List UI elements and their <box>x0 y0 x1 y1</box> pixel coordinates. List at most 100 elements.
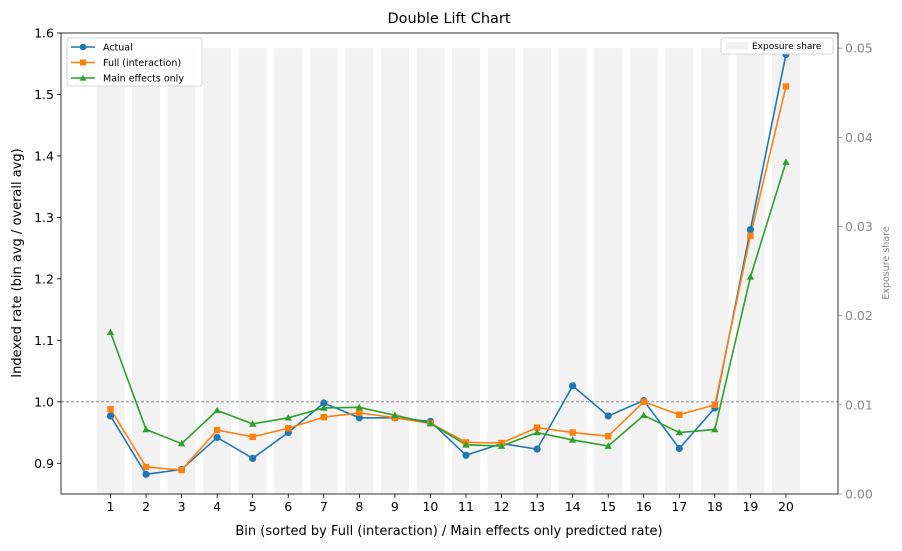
exposure-bar <box>487 48 516 495</box>
y-tick-label: 1.0 <box>34 394 54 409</box>
y2-tick-label: 0.05 <box>845 41 873 56</box>
y2-tick-label: 0.02 <box>845 308 873 323</box>
exposure-bar <box>594 48 623 495</box>
plot-frame <box>60 32 839 495</box>
data-point <box>320 399 328 407</box>
data-point <box>249 454 257 462</box>
data-point <box>142 470 150 478</box>
x-tick-label: 1 <box>107 499 115 514</box>
data-point <box>213 433 221 442</box>
data-point <box>533 445 541 453</box>
x-tick-label: 19 <box>742 499 758 514</box>
exposure-bar <box>558 48 587 495</box>
y-tick-label: 1.4 <box>34 148 54 163</box>
data-point <box>711 425 719 433</box>
data-point <box>640 398 647 405</box>
data-point <box>569 382 577 390</box>
data-point <box>142 463 150 471</box>
data-point <box>106 328 115 336</box>
x-tick-label: 17 <box>671 499 687 514</box>
data-point <box>746 226 755 234</box>
x-tick-label: 8 <box>355 499 363 514</box>
data-point <box>356 409 363 417</box>
y-tick-label: 1.1 <box>34 333 54 348</box>
data-point <box>462 451 470 459</box>
data-point <box>320 404 328 411</box>
legend-frame <box>66 37 203 87</box>
data-point <box>746 273 755 280</box>
x-tick-label: 2 <box>142 499 150 514</box>
legend-label: Actual <box>103 43 133 54</box>
y-axis-label: Indexed rate (bin avg / overall avg) <box>10 148 25 377</box>
data-point <box>569 429 576 436</box>
data-point <box>79 74 87 81</box>
data-point <box>747 232 754 240</box>
data-point <box>142 425 150 433</box>
data-point <box>462 441 470 448</box>
data-point <box>320 413 327 421</box>
data-point <box>533 424 541 431</box>
y2-tick-label: 0.03 <box>845 219 873 234</box>
exposure-bar <box>238 48 267 495</box>
data-point <box>568 436 577 443</box>
exposure-legend: Exposure share <box>720 37 834 55</box>
data-point <box>213 426 221 434</box>
x-tick-label: 12 <box>494 499 510 514</box>
legend-label: Main effects only <box>103 74 184 85</box>
data-point <box>178 466 185 474</box>
data-point <box>249 433 256 441</box>
y-tick-label: 0.9 <box>34 456 54 471</box>
data-point <box>284 414 292 421</box>
y2-tick-label: 0.00 <box>845 487 873 502</box>
x-tick-label: 20 <box>778 499 794 514</box>
x-tick-label: 11 <box>458 499 474 514</box>
data-point <box>80 59 86 66</box>
series-line <box>109 161 787 447</box>
x-tick-label: 4 <box>213 499 221 514</box>
x-tick-label: 5 <box>249 499 257 514</box>
data-point <box>497 442 506 449</box>
y2-axis-ticks: 0.00 0.01 0.02 0.03 0.04 0.05 <box>838 41 873 502</box>
y-axis-ticks: 0.9 1.0 1.1 1.2 1.3 1.4 1.5 1.6 <box>34 26 61 471</box>
exposure-legend-label: Exposure share <box>752 42 822 52</box>
data-point <box>106 412 115 420</box>
data-point <box>782 83 790 90</box>
exposure-legend-swatch <box>726 42 748 50</box>
y-tick-label: 1.3 <box>34 210 54 225</box>
y-tick-label: 1.5 <box>34 87 54 102</box>
data-point <box>213 406 221 414</box>
x-tick-label: 7 <box>320 499 328 514</box>
data-point <box>355 403 364 411</box>
x-tick-label: 15 <box>600 499 616 514</box>
x-tick-label: 6 <box>284 499 292 514</box>
exposure-bar <box>345 48 374 495</box>
x-axis-label: Bin (sorted by Full (interaction) / Main… <box>235 524 662 539</box>
x-tick-label: 10 <box>422 499 438 514</box>
exposure-bar <box>132 48 161 495</box>
series-line <box>109 54 787 476</box>
exposure-bar <box>736 48 765 495</box>
x-tick-label: 14 <box>565 499 581 514</box>
data-point <box>177 439 186 447</box>
chart-title: Double Lift Chart <box>387 11 510 27</box>
exposure-legend-frame <box>720 37 834 55</box>
y2-axis-label: Exposure share <box>881 226 892 299</box>
exposure-bar <box>665 48 694 495</box>
data-point <box>675 428 683 436</box>
x-axis-ticks: 1 2 3 4 5 6 7 8 9 10 11 12 13 14 15 16 17 18 19 20 <box>107 494 794 514</box>
series-line <box>109 86 787 471</box>
data-point <box>711 401 719 409</box>
x-tick-label: 13 <box>529 499 545 514</box>
exposure-bar <box>629 48 658 495</box>
exposure-bar <box>380 48 409 495</box>
data-point <box>249 420 257 427</box>
x-tick-label: 18 <box>707 499 723 514</box>
data-point <box>604 412 612 420</box>
y-tick-label: 1.2 <box>34 271 54 286</box>
y2-tick-label: 0.01 <box>845 397 873 412</box>
exposure-bar <box>452 48 480 495</box>
y2-tick-label: 0.04 <box>845 130 873 145</box>
legend-label: Full (interaction) <box>103 58 181 69</box>
exposure-bar <box>167 48 196 495</box>
